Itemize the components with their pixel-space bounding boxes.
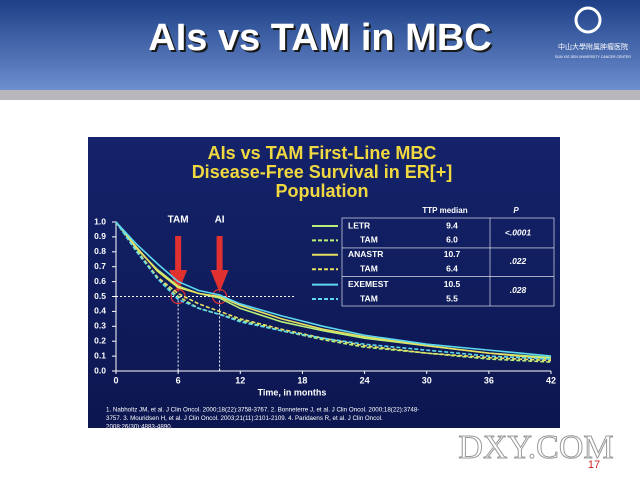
x-tick-label: 12 — [235, 375, 245, 385]
y-tick-label: 0.3 — [94, 321, 106, 331]
series-line — [115, 221, 552, 363]
page-number: 17 — [588, 459, 600, 471]
y-tick-label: 0.9 — [94, 231, 106, 241]
x-tick-label: 36 — [484, 375, 494, 385]
chart-title: Disease-Free Survival in ER[+] — [192, 162, 453, 182]
y-tick-label: 0.6 — [94, 276, 106, 286]
y-tick-label: 0.2 — [94, 335, 106, 345]
y-tick-label: 0.7 — [94, 261, 106, 271]
legend-p-value: .022 — [510, 256, 527, 266]
annotation-arrow-head — [210, 270, 229, 293]
slide-title: AIs vs TAM in MBC — [148, 17, 491, 59]
x-tick-label: 24 — [360, 375, 370, 385]
x-axis-label: Time, in months — [258, 387, 327, 397]
annotation-label: TAM — [168, 215, 189, 226]
chart-image — [88, 137, 560, 428]
logo-icon — [574, 6, 602, 34]
legend-box — [341, 217, 555, 307]
legend-label: ANASTR — [348, 249, 383, 259]
legend-label: EXEMEST — [348, 279, 389, 289]
legend-p-value: <.0001 — [505, 227, 532, 237]
chart-title: AIs vs TAM First-Line MBC — [208, 143, 437, 163]
header-stripe — [0, 90, 640, 100]
x-tick-label: 6 — [176, 375, 181, 385]
legend-median: 5.5 — [446, 293, 458, 303]
x-tick-label: 0 — [113, 375, 118, 385]
series-line — [115, 221, 552, 357]
y-tick-label: 0.8 — [94, 246, 106, 256]
title-shadow: AIs vs TAM in MBC — [150, 19, 493, 61]
y-tick-label: 1.0 — [94, 216, 106, 226]
legend-p-value: .028 — [510, 285, 527, 295]
legend-header: TTP median — [422, 206, 467, 215]
y-tick-label: 0.0 — [94, 365, 106, 375]
x-tick-label: 18 — [297, 375, 307, 385]
x-tick-label: 42 — [546, 375, 556, 385]
legend-median: 6.0 — [446, 235, 458, 245]
watermark: DXY.COM — [458, 429, 613, 466]
legend-median: 6.4 — [446, 263, 458, 273]
logo-subtext: SUN YAT-SEN UNIVERSITY CANCER CENTER — [555, 55, 631, 59]
y-tick-label: 0.5 — [94, 291, 106, 301]
legend-median: 10.5 — [444, 279, 461, 289]
legend-label: LETR — [348, 220, 370, 230]
annotation-arrow-shaft — [216, 236, 223, 270]
logo-text: 中山大學附属肿瘤医院 — [558, 42, 628, 51]
series-line — [115, 221, 552, 360]
legend-header: P — [513, 206, 519, 215]
annotation-arrow-shaft — [175, 236, 182, 270]
header-band — [0, 0, 640, 90]
legend-label: TAM — [360, 235, 378, 245]
legend-label: TAM — [360, 263, 378, 273]
chart-title: Population — [276, 181, 369, 201]
legend-label: TAM — [360, 293, 378, 303]
reference-line-text: 2008;26(30):4883-4890. — [106, 424, 173, 431]
series-line — [115, 221, 552, 362]
annotation-label: AI — [215, 215, 225, 226]
reference-line-text: 3757. 3. Mouridsen H, et al. J Clin Onco… — [106, 415, 383, 422]
series-line — [115, 221, 552, 360]
y-tick-label: 0.1 — [94, 350, 106, 360]
y-tick-label: 0.4 — [94, 306, 106, 316]
legend-median: 10.7 — [444, 249, 461, 259]
legend-median: 9.4 — [446, 220, 458, 230]
reference-line-text: 1. Nabholtz JM, et al. J Clin Oncol. 200… — [106, 407, 419, 414]
x-tick-label: 30 — [422, 375, 432, 385]
